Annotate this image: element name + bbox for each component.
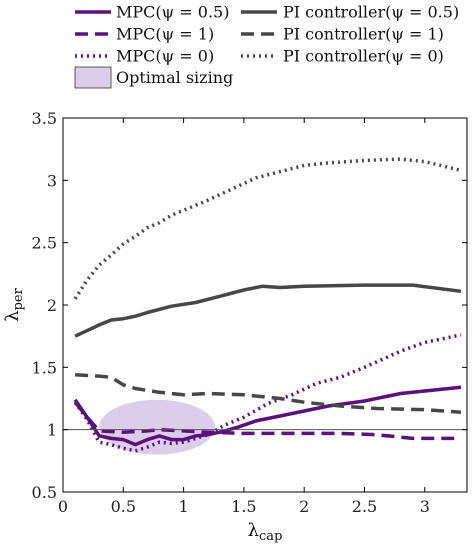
x-tick-label: 2.5 [352, 497, 377, 516]
x-tick-label: 1.5 [231, 497, 256, 516]
series-layer [73, 157, 462, 453]
legend: MPC(ψ = 0.5) MPC(ψ = 1) MPC(ψ = 0) PI contr… [74, 3, 459, 89]
x-tick-label: 0 [58, 497, 68, 516]
x-tick-label: 2 [299, 497, 309, 516]
series-line-pi-controller-1 [75, 373, 462, 414]
optimal-sizing-region [99, 399, 215, 455]
x-tick-label: 1 [179, 497, 189, 516]
legend-label-pi-controller-0-5: PI controller(ψ = 0.5) [283, 3, 459, 22]
y-axis-label-sub: per [11, 287, 26, 310]
x-tick-label: 0.5 [111, 497, 136, 516]
y-tick-label: 2 [47, 296, 57, 315]
y-tick-label: 0.5 [32, 483, 57, 502]
legend-label-pi-controller-1: PI controller(ψ = 1) [283, 25, 444, 44]
legend-label-mpc-0: MPC(ψ = 0) [116, 47, 214, 66]
legend-label-optimal-sizing: Optimal sizing [116, 68, 233, 87]
y-axis-ticks: 0.5 1 1.5 2 2.5 3 3.5 [32, 109, 467, 502]
legend-label-mpc-1: MPC(ψ = 1) [116, 25, 214, 44]
x-axis-ticks: 0 0.5 1 1.5 2 2.5 3 [58, 118, 430, 516]
y-axis-label-main: λ [2, 310, 23, 321]
y-axis-label: λper [2, 287, 26, 321]
series-line-mpc-1 [73, 401, 461, 441]
x-axis-label-main: λ [248, 520, 259, 541]
y-tick-label: 3.5 [32, 109, 57, 128]
legend-label-mpc-0-5: MPC(ψ = 0.5) [116, 3, 229, 22]
optimal-sizing-region-layer [99, 399, 215, 455]
x-axis-label-sub: cap [259, 529, 282, 544]
y-tick-label: 3 [47, 171, 57, 190]
y-tick-label: 1 [47, 421, 57, 440]
series-line-mpc-0-5 [73, 385, 462, 447]
legend-label-pi-controller-0: PI controller(ψ = 0) [283, 47, 444, 66]
x-axis-label: λcap [248, 520, 283, 544]
x-tick-label: 3 [420, 497, 430, 516]
legend-swatch-optimal-sizing [74, 66, 112, 89]
y-tick-label: 2.5 [32, 234, 57, 253]
series-line-pi-controller-0 [73, 157, 462, 300]
series-line-pi-controller-0-5 [74, 283, 462, 338]
y-tick-label: 1.5 [32, 358, 57, 377]
